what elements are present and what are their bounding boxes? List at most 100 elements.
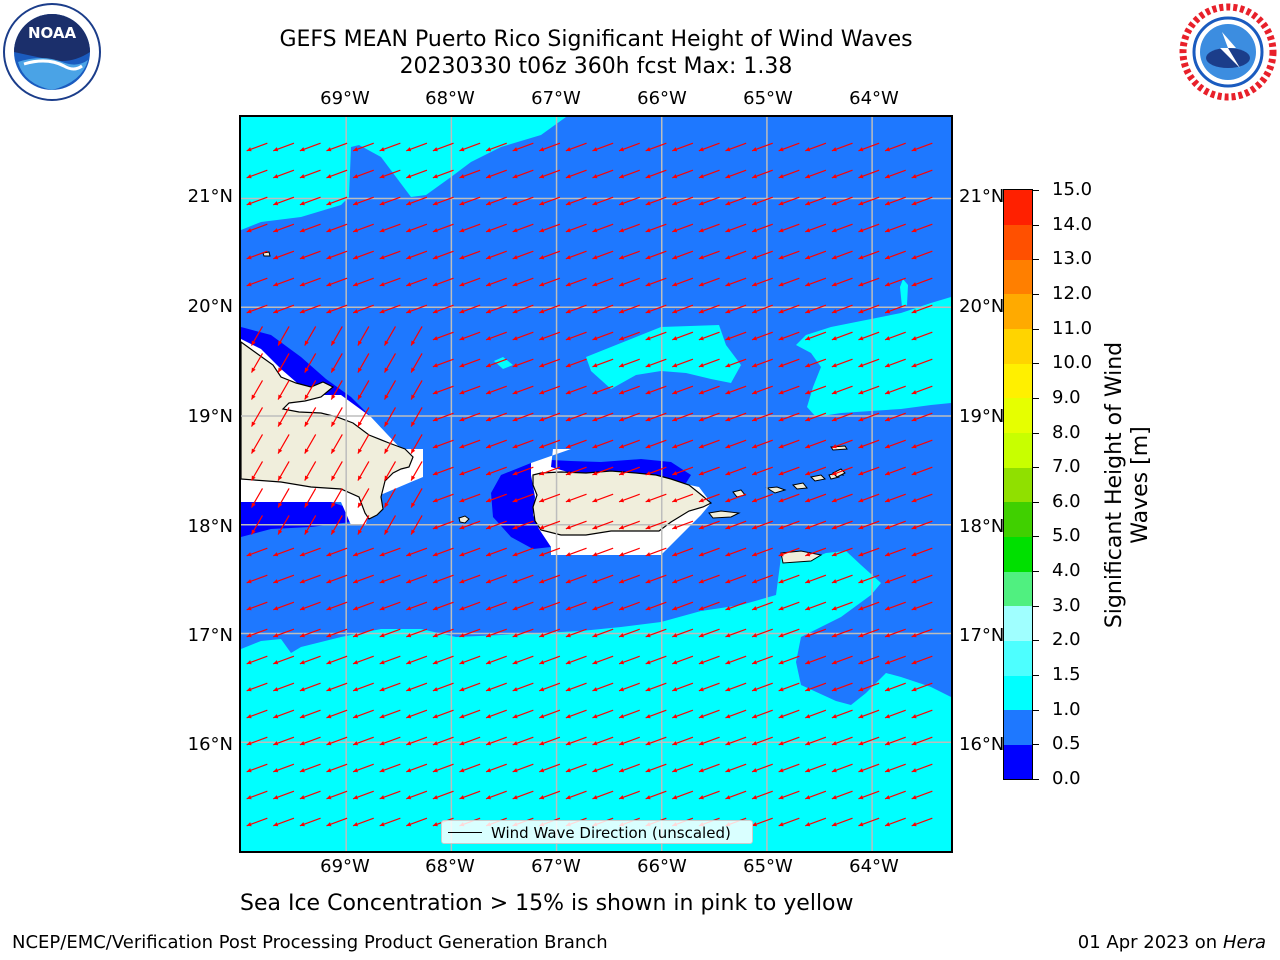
- wind-wave-arrowhead: [299, 768, 305, 773]
- wind-wave-arrowhead: [406, 660, 412, 665]
- wind-wave-arrowhead: [251, 340, 256, 346]
- wind-wave-arrowhead: [619, 228, 625, 233]
- wind-wave-arrowhead: [725, 147, 731, 152]
- wind-wave-arrowhead: [805, 606, 811, 611]
- wind-wave-arrowhead: [619, 687, 625, 692]
- wind-wave-arrowhead: [698, 363, 704, 368]
- wind-wave-arrowhead: [539, 147, 545, 152]
- wind-wave-arrowhead: [406, 768, 412, 773]
- wind-wave-arrowhead: [459, 498, 465, 503]
- lon-tick-bottom: 65°W: [743, 856, 793, 877]
- wind-wave-arrowhead: [778, 822, 784, 827]
- colorbar-tick: [1033, 571, 1039, 573]
- wind-wave-arrowhead: [778, 363, 784, 368]
- wind-wave-arrowhead: [304, 367, 309, 373]
- wind-wave-arrowhead: [539, 633, 545, 638]
- wind-wave-arrowhead: [698, 336, 704, 341]
- wind-wave-arrowhead: [273, 147, 279, 152]
- wind-wave-arrowhead: [486, 552, 492, 557]
- wind-wave-arrowhead: [299, 822, 305, 827]
- wind-wave-arrowhead: [831, 768, 837, 773]
- wind-wave-arrowhead: [246, 201, 252, 206]
- wind-wave-arrowhead: [459, 768, 465, 773]
- wind-wave-arrowhead: [645, 309, 651, 314]
- wind-wave-arrowhead: [672, 768, 678, 773]
- colorbar-tick: [1033, 432, 1039, 434]
- wind-wave-arrowhead: [432, 309, 438, 314]
- colorbar: [1003, 189, 1033, 780]
- wind-wave-arrowhead: [592, 228, 598, 233]
- colorbar-tick-label: 1.0: [1052, 698, 1081, 720]
- wind-wave-arrowhead: [831, 714, 837, 719]
- wind-wave-arrowhead: [406, 606, 412, 611]
- wind-wave-arrowhead: [406, 228, 412, 233]
- wind-wave-arrowhead: [459, 201, 465, 206]
- wind-wave-arrowhead: [885, 525, 891, 530]
- wind-wave-arrowhead: [326, 552, 332, 557]
- wind-wave-arrowhead: [698, 633, 704, 638]
- wind-wave-arrowhead: [411, 502, 416, 508]
- wind-wave-arrowhead: [778, 741, 784, 746]
- wind-wave-arrowhead: [512, 741, 518, 746]
- wind-wave-arrowhead: [299, 606, 305, 611]
- wind-wave-arrowhead: [512, 768, 518, 773]
- wind-wave-arrowhead: [645, 390, 651, 395]
- wind-wave-arrowhead: [619, 633, 625, 638]
- wind-wave-arrowhead: [911, 741, 917, 746]
- wind-wave-arrowhead: [805, 471, 811, 476]
- wind-wave-arrowhead: [831, 579, 837, 584]
- wind-wave-arrowhead: [565, 714, 571, 719]
- wind-wave-arrowhead: [459, 336, 465, 341]
- wind-wave-arrowhead: [858, 309, 864, 314]
- wind-wave-arrowhead: [357, 448, 363, 454]
- wind-wave-arrowhead: [778, 201, 784, 206]
- colorbar-tick-label: 0.0: [1052, 768, 1081, 789]
- wind-wave-arrowhead: [885, 390, 891, 395]
- wind-wave-arrowhead: [459, 471, 465, 476]
- footer-credit: NCEP/EMC/Verification Post Processing Pr…: [12, 932, 608, 953]
- wind-wave-arrowhead: [411, 340, 416, 346]
- wind-wave-arrowhead: [619, 498, 625, 503]
- wind-wave-arrowhead: [885, 552, 891, 557]
- wind-wave-arrowhead: [672, 579, 678, 584]
- wind-wave-arrowhead: [565, 174, 571, 179]
- wind-wave-arrowhead: [384, 367, 389, 373]
- wind-wave-arrowhead: [619, 336, 625, 341]
- colorbar-tick: [1033, 259, 1039, 261]
- wind-wave-arrowhead: [592, 147, 598, 152]
- wind-wave-arrowhead: [778, 579, 784, 584]
- wind-wave-arrowhead: [592, 255, 598, 260]
- wind-wave-arrowhead: [539, 741, 545, 746]
- wind-wave-arrowhead: [592, 741, 598, 746]
- wind-wave-arrowhead: [672, 795, 678, 800]
- wind-wave-arrowhead: [539, 255, 545, 260]
- wind-wave-arrowhead: [486, 687, 492, 692]
- wind-wave-arrowhead: [512, 363, 518, 368]
- wind-wave-arrowhead: [565, 633, 571, 638]
- wind-wave-arrowhead: [645, 201, 651, 206]
- wind-wave-arrowhead: [752, 417, 758, 422]
- wind-wave-arrowhead: [379, 201, 385, 206]
- wind-wave-arrowhead: [805, 498, 811, 503]
- wind-wave-arrowhead: [805, 390, 811, 395]
- wind-wave-arrowhead: [619, 444, 625, 449]
- colorbar-tick-label: 6.0: [1052, 490, 1081, 512]
- colorbar-segment: [1004, 363, 1032, 399]
- wind-wave-arrowhead: [246, 795, 252, 800]
- wind-wave-arrowhead: [752, 768, 758, 773]
- wind-wave-arrowhead: [486, 741, 492, 746]
- wind-wave-arrowhead: [486, 417, 492, 422]
- lat-tick-left: 21°N: [187, 186, 233, 207]
- wind-wave-arrowhead: [304, 502, 309, 508]
- wind-wave-arrowhead: [512, 336, 518, 341]
- wind-wave-arrowhead: [539, 498, 545, 503]
- wind-wave-arrowhead: [885, 633, 891, 638]
- wind-wave-arrowhead: [885, 417, 891, 422]
- colorbar-tick: [1033, 605, 1039, 607]
- wind-wave-arrowhead: [406, 147, 412, 152]
- wind-wave-arrowhead: [357, 394, 363, 400]
- wind-wave-arrowhead: [353, 174, 359, 179]
- wind-wave-arrowhead: [831, 417, 837, 422]
- wind-wave-arrowhead: [539, 795, 545, 800]
- wind-wave-arrowhead: [698, 498, 704, 503]
